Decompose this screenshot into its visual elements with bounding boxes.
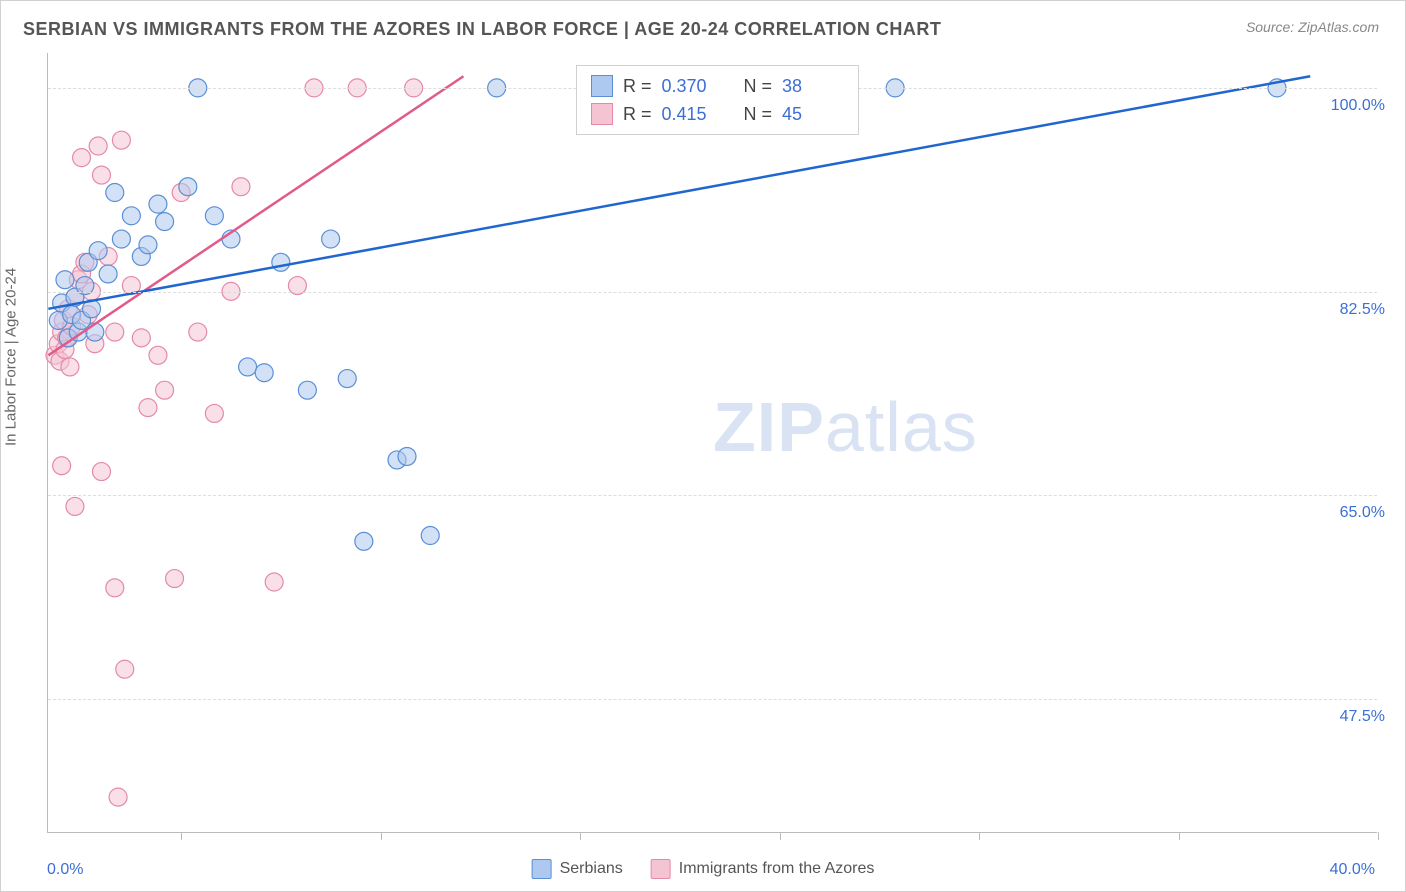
scatter-point-azores — [156, 381, 174, 399]
scatter-point-serbians — [298, 381, 316, 399]
legend-swatch-serbians — [532, 859, 552, 879]
scatter-point-serbians — [398, 447, 416, 465]
gridline-h — [48, 495, 1377, 496]
legend-item-azores: Immigrants from the Azores — [651, 859, 875, 879]
scatter-point-serbians — [156, 213, 174, 231]
scatter-point-serbians — [205, 207, 223, 225]
scatter-point-serbians — [106, 184, 124, 202]
regression-line-azores — [48, 76, 463, 355]
scatter-point-azores — [112, 131, 130, 149]
scatter-point-serbians — [99, 265, 117, 283]
x-tick — [1378, 832, 1379, 840]
legend-item-serbians: Serbians — [532, 859, 623, 879]
scatter-point-azores — [132, 329, 150, 347]
legend-label-azores: Immigrants from the Azores — [679, 860, 875, 878]
scatter-point-serbians — [255, 364, 273, 382]
x-tick — [1179, 832, 1180, 840]
legend-swatch-azores — [651, 859, 671, 879]
y-tick-label: 65.0% — [1340, 504, 1385, 522]
x-tick — [381, 832, 382, 840]
scatter-point-serbians — [89, 242, 107, 260]
legend-bottom: Serbians Immigrants from the Azores — [532, 859, 875, 879]
stat-swatch-azores — [591, 103, 613, 125]
stat-r-value: 0.370 — [662, 76, 724, 97]
stat-r-value: 0.415 — [662, 104, 724, 125]
stat-r-label: R = — [623, 76, 652, 97]
scatter-point-azores — [73, 149, 91, 167]
chart-container: SERBIAN VS IMMIGRANTS FROM THE AZORES IN… — [0, 0, 1406, 892]
gridline-h — [48, 699, 1377, 700]
scatter-point-azores — [189, 323, 207, 341]
stat-n-label: N = — [744, 76, 773, 97]
y-tick-label: 82.5% — [1340, 301, 1385, 319]
x-tick — [979, 832, 980, 840]
stat-row-azores: R = 0.415 N = 45 — [591, 100, 844, 128]
scatter-point-azores — [106, 579, 124, 597]
stat-n-value: 45 — [782, 104, 844, 125]
stat-n-value: 38 — [782, 76, 844, 97]
scatter-point-azores — [232, 178, 250, 196]
scatter-point-azores — [92, 166, 110, 184]
scatter-point-serbians — [112, 230, 130, 248]
x-tick — [181, 832, 182, 840]
scatter-point-azores — [106, 323, 124, 341]
scatter-point-azores — [92, 463, 110, 481]
scatter-point-serbians — [179, 178, 197, 196]
stat-r-label: R = — [623, 104, 652, 125]
source-label: Source: ZipAtlas.com — [1246, 19, 1379, 35]
stat-n-label: N = — [744, 104, 773, 125]
scatter-point-serbians — [421, 527, 439, 545]
scatter-point-serbians — [122, 207, 140, 225]
y-tick-label: 47.5% — [1340, 708, 1385, 726]
stat-box: R = 0.370 N = 38 R = 0.415 N = 45 — [576, 65, 859, 135]
scatter-point-serbians — [86, 323, 104, 341]
scatter-point-azores — [166, 570, 184, 588]
scatter-point-azores — [89, 137, 107, 155]
y-tick-label: 100.0% — [1331, 97, 1385, 115]
scatter-point-serbians — [139, 236, 157, 254]
scatter-point-azores — [61, 358, 79, 376]
scatter-point-azores — [205, 404, 223, 422]
scatter-point-azores — [109, 788, 127, 806]
x-min-label: 0.0% — [47, 861, 83, 879]
stat-swatch-serbians — [591, 75, 613, 97]
plot-svg — [48, 53, 1377, 832]
scatter-point-azores — [139, 399, 157, 417]
y-axis-label: In Labor Force | Age 20-24 — [3, 268, 20, 446]
scatter-point-serbians — [355, 532, 373, 550]
scatter-point-azores — [265, 573, 283, 591]
scatter-point-serbians — [56, 271, 74, 289]
x-max-label: 40.0% — [1330, 861, 1375, 879]
scatter-point-serbians — [322, 230, 340, 248]
x-tick — [580, 832, 581, 840]
legend-label-serbians: Serbians — [560, 860, 623, 878]
x-tick — [780, 832, 781, 840]
scatter-point-serbians — [239, 358, 257, 376]
scatter-point-azores — [116, 660, 134, 678]
plot-area: ZIPatlas R =0.370N =38R =0.415N =45 — [47, 53, 1377, 833]
gridline-h — [48, 292, 1377, 293]
chart-title: SERBIAN VS IMMIGRANTS FROM THE AZORES IN… — [23, 19, 941, 40]
stat-row-serbians: R = 0.370 N = 38 — [591, 72, 844, 100]
scatter-point-azores — [149, 346, 167, 364]
scatter-point-azores — [53, 457, 71, 475]
scatter-point-serbians — [149, 195, 167, 213]
scatter-point-azores — [66, 497, 84, 515]
scatter-point-serbians — [272, 253, 290, 271]
scatter-point-serbians — [338, 370, 356, 388]
